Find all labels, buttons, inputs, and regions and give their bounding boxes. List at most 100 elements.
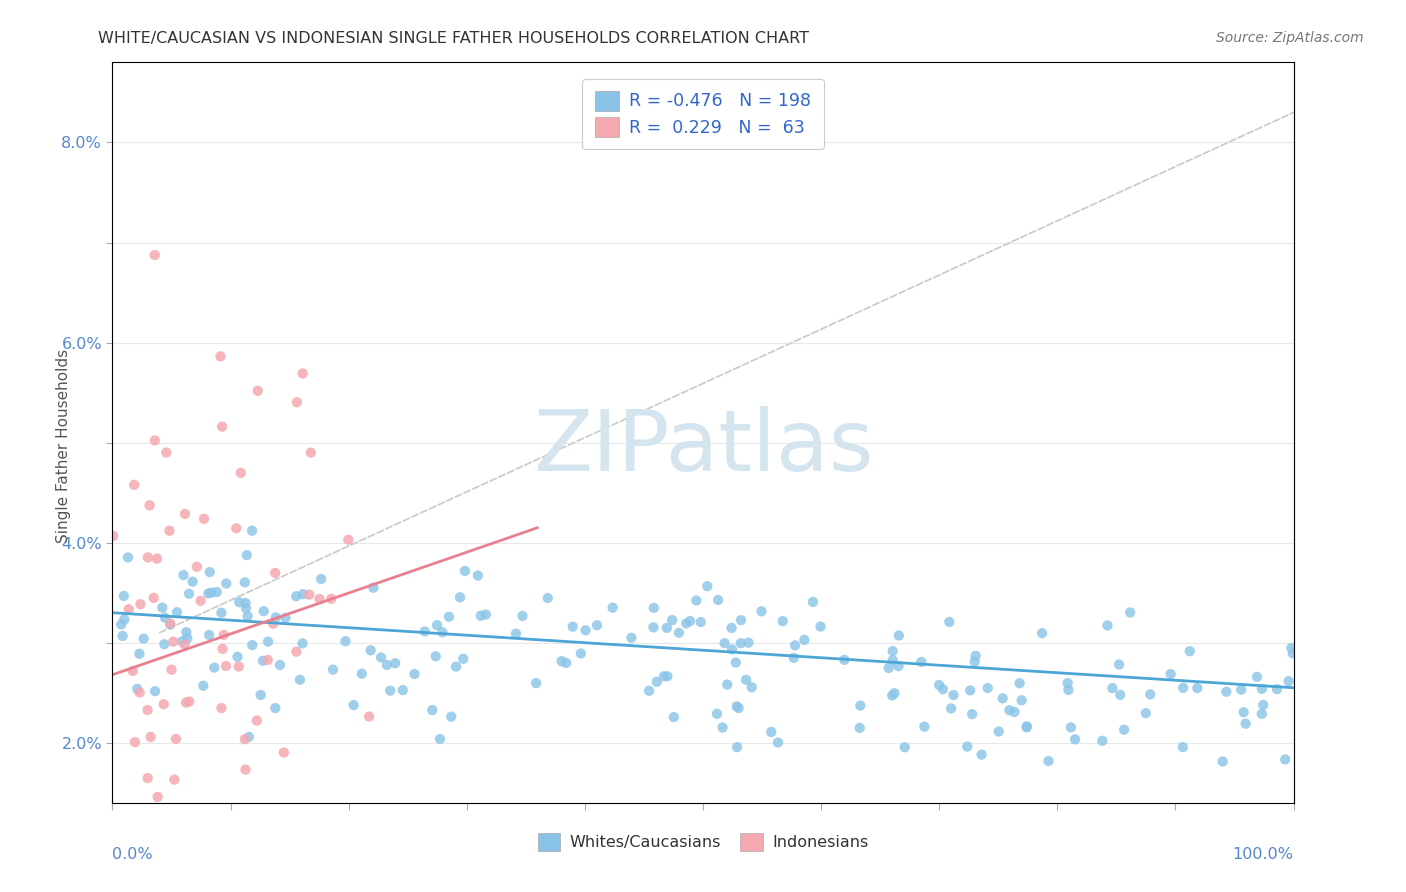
Point — [205, 585, 228, 599]
Point — [226, 649, 249, 664]
Point — [228, 659, 250, 673]
Point — [1031, 626, 1053, 640]
Point — [725, 699, 748, 714]
Point — [375, 657, 398, 672]
Point — [200, 585, 222, 599]
Point — [122, 477, 145, 491]
Point — [246, 384, 269, 398]
Point — [198, 565, 221, 579]
Point — [240, 524, 263, 538]
Point — [707, 593, 730, 607]
Point — [110, 617, 132, 632]
Point — [150, 600, 173, 615]
Point — [883, 686, 905, 700]
Text: 0.0%: 0.0% — [112, 847, 153, 863]
Point — [449, 591, 471, 605]
Point — [235, 763, 257, 777]
Point — [197, 586, 219, 600]
Point — [505, 626, 527, 640]
Point — [1215, 684, 1237, 698]
Point — [586, 618, 609, 632]
Point — [848, 721, 870, 735]
Point — [887, 659, 910, 673]
Point — [685, 593, 707, 607]
Point — [638, 683, 661, 698]
Point — [132, 632, 155, 646]
Point — [166, 605, 188, 619]
Point — [190, 594, 212, 608]
Point — [451, 652, 474, 666]
Point — [165, 731, 187, 746]
Point — [236, 609, 259, 624]
Point — [912, 720, 935, 734]
Point — [668, 625, 690, 640]
Point — [877, 661, 900, 675]
Point — [256, 653, 278, 667]
Point — [882, 644, 904, 658]
Point — [716, 677, 738, 691]
Point — [143, 248, 166, 262]
Point — [467, 568, 489, 582]
Point — [181, 574, 204, 589]
Point — [212, 628, 235, 642]
Point — [1114, 723, 1136, 737]
Point — [965, 648, 987, 663]
Point — [730, 613, 752, 627]
Point — [689, 615, 711, 629]
Point — [139, 730, 162, 744]
Point — [1109, 688, 1132, 702]
Point — [343, 698, 366, 712]
Point — [735, 673, 758, 687]
Point — [238, 730, 260, 744]
Point — [129, 597, 152, 611]
Point — [155, 445, 177, 459]
Point — [959, 683, 981, 698]
Point — [146, 815, 169, 830]
Point — [233, 575, 256, 590]
Point — [160, 663, 183, 677]
Point — [321, 591, 343, 606]
Point — [127, 681, 149, 696]
Point — [350, 666, 373, 681]
Point — [1060, 721, 1083, 735]
Point — [359, 709, 381, 723]
Point — [1139, 687, 1161, 701]
Point — [987, 724, 1010, 739]
Point — [186, 559, 208, 574]
Point — [720, 621, 742, 635]
Point — [662, 710, 685, 724]
Point — [783, 650, 806, 665]
Point — [257, 804, 280, 818]
Text: Source: ZipAtlas.com: Source: ZipAtlas.com — [1216, 31, 1364, 45]
Point — [117, 550, 139, 565]
Point — [1004, 705, 1026, 719]
Point — [335, 634, 357, 648]
Point — [370, 650, 392, 665]
Point — [1282, 646, 1305, 660]
Point — [696, 579, 718, 593]
Point — [186, 815, 208, 830]
Point — [128, 647, 150, 661]
Text: ZIPatlas: ZIPatlas — [533, 406, 873, 489]
Point — [537, 591, 560, 605]
Point — [384, 657, 406, 671]
Point — [766, 735, 789, 749]
Point — [292, 587, 315, 601]
Point — [252, 654, 274, 668]
Point — [772, 614, 794, 628]
Point — [337, 533, 360, 547]
Point — [956, 739, 979, 754]
Point — [124, 735, 146, 749]
Point — [643, 601, 665, 615]
Point — [240, 638, 263, 652]
Point — [193, 679, 215, 693]
Point — [675, 616, 697, 631]
Point — [215, 659, 238, 673]
Point — [893, 740, 915, 755]
Point — [1265, 682, 1288, 697]
Point — [1056, 676, 1078, 690]
Point — [706, 706, 728, 721]
Point — [882, 653, 904, 667]
Point — [420, 703, 443, 717]
Point — [470, 608, 492, 623]
